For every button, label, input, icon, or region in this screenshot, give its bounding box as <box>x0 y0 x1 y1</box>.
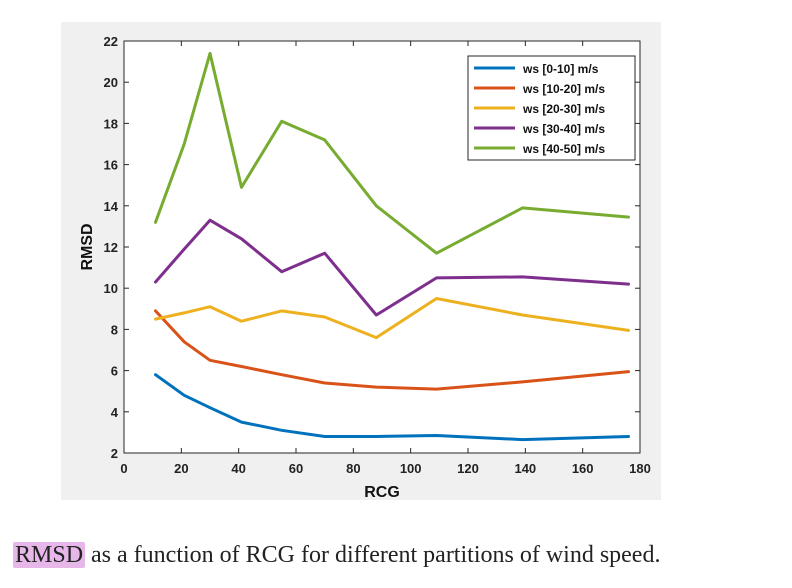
data-point <box>375 204 378 207</box>
data-point <box>208 52 212 55</box>
data-point <box>323 315 326 319</box>
data-point <box>627 370 630 373</box>
x-tick-label: 40 <box>231 461 245 476</box>
data-point <box>240 319 243 323</box>
data-point <box>521 438 524 441</box>
data-point <box>154 373 157 376</box>
data-point <box>208 359 212 362</box>
legend-label: ws [40-50] m/s <box>522 142 605 156</box>
y-tick-label: 22 <box>104 34 118 49</box>
legend: ws [0-10] m/s ws [10-20] m/s ws [20-30] m/… <box>467 55 636 161</box>
data-point <box>280 429 283 432</box>
caption-text: as a function of RCG for different parti… <box>85 542 661 568</box>
data-point <box>280 270 283 273</box>
data-point <box>375 336 378 339</box>
x-tick-label: 20 <box>174 461 188 476</box>
data-point <box>280 373 283 376</box>
data-point <box>323 251 326 255</box>
data-point <box>627 282 630 286</box>
x-tick-label: 0 <box>120 461 127 476</box>
y-tick-label: 18 <box>104 116 118 131</box>
data-point <box>521 313 524 317</box>
data-point <box>154 221 157 224</box>
y-tick-label: 12 <box>104 240 118 255</box>
x-tick-label: 100 <box>400 461 422 476</box>
y-tick-label: 8 <box>111 322 118 337</box>
data-point <box>183 247 186 251</box>
series-lines <box>154 51 630 442</box>
data-point <box>521 275 524 279</box>
series-line-5 <box>154 51 630 255</box>
legend-label: ws [10-20] m/s <box>522 82 605 96</box>
data-point <box>240 237 243 240</box>
y-axis-label: RMSD <box>79 223 96 270</box>
data-point <box>435 387 438 391</box>
legend-label: ws [20-30] m/s <box>522 102 605 116</box>
x-tick-label: 80 <box>346 461 360 476</box>
data-point <box>183 394 186 397</box>
data-point <box>183 311 186 315</box>
y-tick-label: 20 <box>104 75 118 90</box>
x-axis-label: RCG <box>364 484 400 501</box>
data-point <box>435 297 438 300</box>
data-point <box>521 206 524 210</box>
data-point <box>521 380 524 384</box>
data-point <box>323 435 326 438</box>
data-point <box>323 381 326 385</box>
x-tick-label: 140 <box>514 461 536 476</box>
x-tick-label: 160 <box>572 461 594 476</box>
axis-ticks: 0 20 40 60 80 100 120 140 160 180 2 4 6 8 10 12 14 16 18 20… <box>104 34 651 476</box>
data-point <box>208 219 212 222</box>
data-point <box>154 309 157 313</box>
data-point <box>375 435 378 438</box>
x-tick-label: 120 <box>457 461 479 476</box>
data-point <box>208 305 212 308</box>
y-tick-label: 2 <box>111 446 118 461</box>
data-point <box>435 276 438 280</box>
y-tick-label: 4 <box>111 405 119 420</box>
series-line-1 <box>154 373 630 442</box>
y-tick-label: 10 <box>104 281 118 296</box>
figure-caption: RMSD as a function of RCG for different … <box>13 542 788 569</box>
caption-highlight: RMSD <box>13 542 86 568</box>
data-point <box>627 435 630 438</box>
x-tick-label: 180 <box>629 461 651 476</box>
data-point <box>280 120 283 123</box>
data-point <box>154 317 157 321</box>
data-point <box>183 340 186 343</box>
data-point <box>627 329 630 332</box>
data-point <box>435 251 438 255</box>
y-tick-label: 6 <box>111 364 118 379</box>
series-line-3 <box>154 297 630 340</box>
series-line-4 <box>154 218 630 317</box>
data-point <box>375 385 378 389</box>
data-point <box>323 138 326 142</box>
data-point <box>183 142 186 146</box>
x-tick-label: 60 <box>289 461 303 476</box>
legend-label: ws [30-40] m/s <box>522 122 605 136</box>
series-line-2 <box>154 309 630 391</box>
data-point <box>154 280 157 284</box>
y-tick-label: 14 <box>104 199 119 214</box>
data-point <box>240 365 243 368</box>
data-point <box>435 434 438 437</box>
data-point <box>280 309 283 313</box>
data-point <box>208 406 212 409</box>
data-point <box>240 186 243 189</box>
legend-label: ws [0-10] m/s <box>522 62 599 76</box>
data-point <box>240 420 243 424</box>
data-point <box>375 313 378 317</box>
line-chart: 0 20 40 60 80 100 120 140 160 180 2 4 6 8 10 12 14 16 18 20… <box>79 34 651 501</box>
data-point <box>627 215 630 219</box>
y-tick-label: 16 <box>104 158 118 173</box>
